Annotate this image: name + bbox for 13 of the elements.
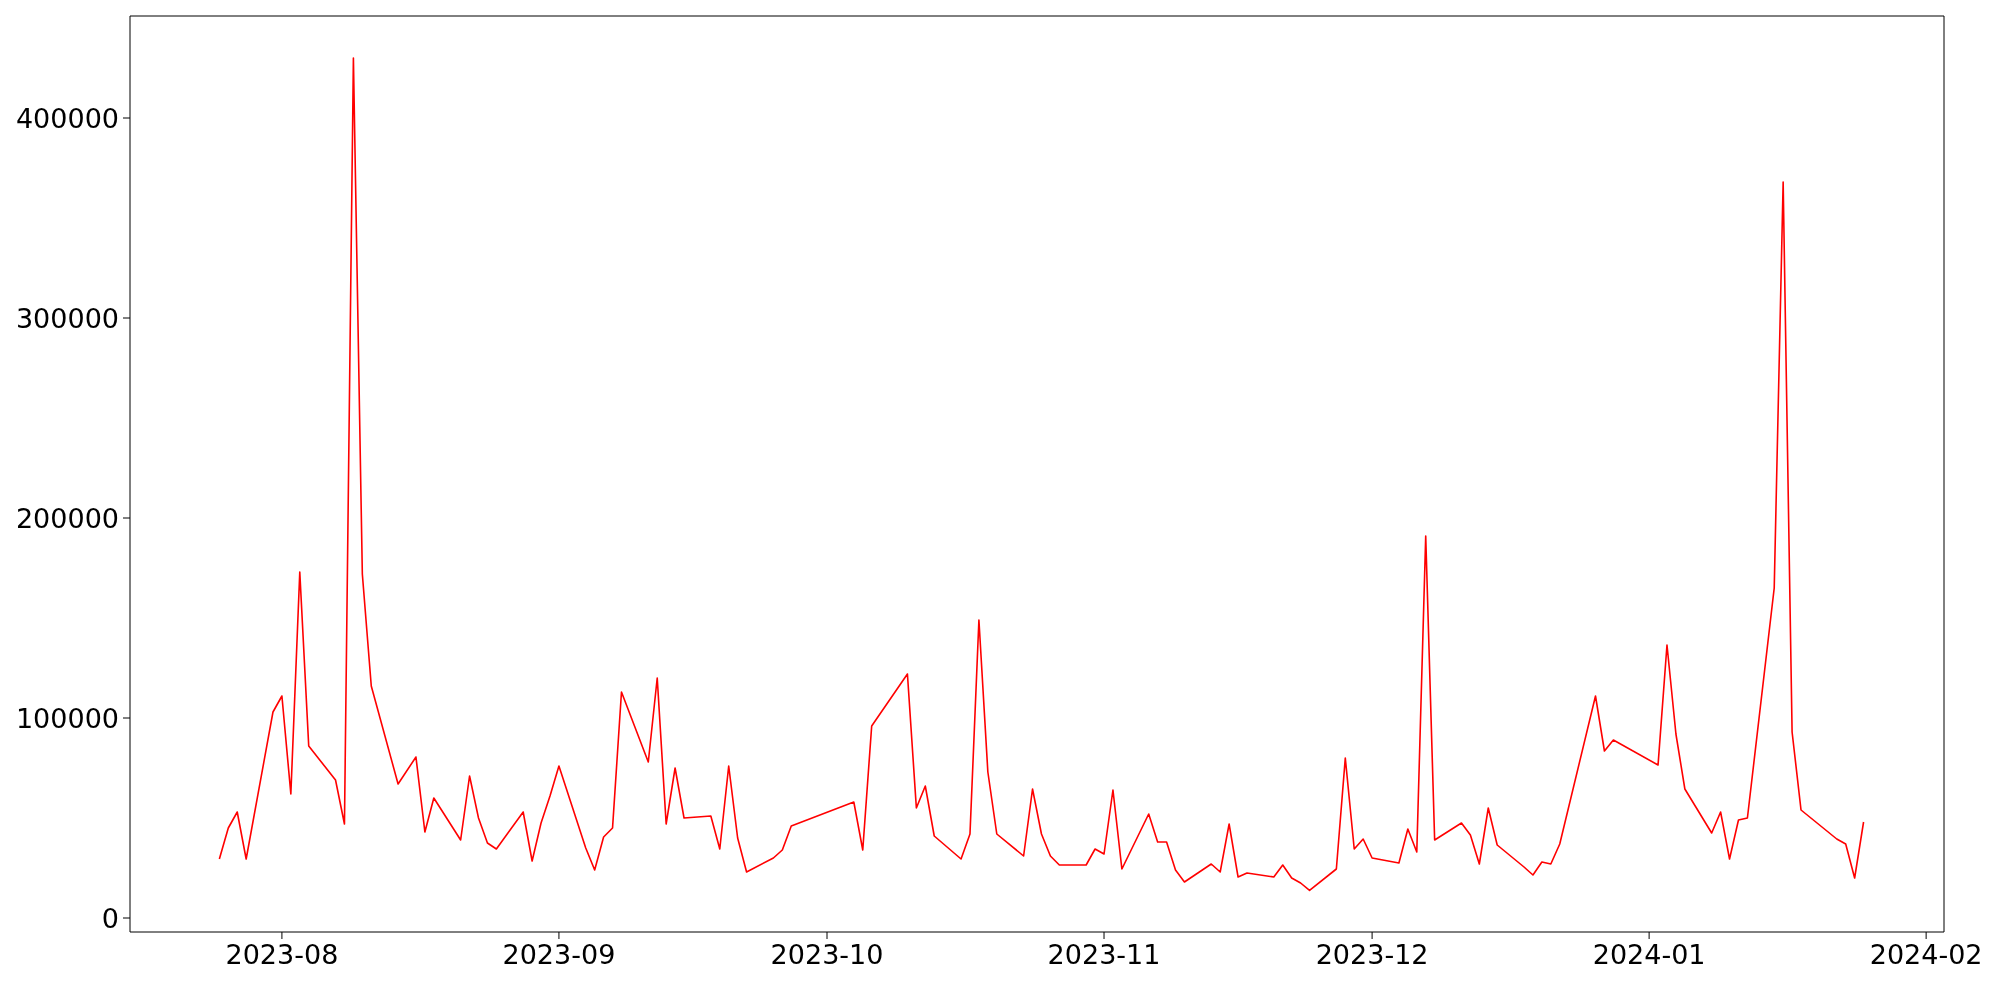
y-tick-label: 400000 — [15, 102, 119, 134]
y-tick-label: 100000 — [15, 702, 119, 734]
y-tick-label: 200000 — [15, 502, 119, 534]
y-tick-label: 0 — [101, 902, 119, 934]
x-tick-label: 2023-09 — [502, 939, 616, 971]
line-series — [218, 57, 1865, 892]
x-tick-label: 2023-10 — [770, 939, 884, 971]
x-tick-label: 2023-08 — [225, 939, 339, 971]
y-tick-label: 300000 — [15, 302, 119, 334]
x-tick-label: 2023-11 — [1047, 939, 1161, 971]
x-tick-label: 2023-12 — [1315, 939, 1429, 971]
x-tick-label: 2024-02 — [1869, 939, 1983, 971]
x-tick-label: 2024-01 — [1592, 939, 1706, 971]
